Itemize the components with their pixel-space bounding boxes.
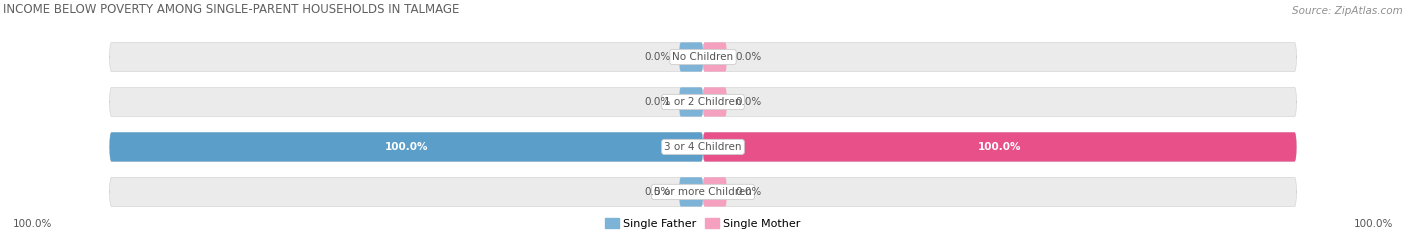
Text: 100.0%: 100.0% bbox=[1354, 219, 1393, 229]
Text: 100.0%: 100.0% bbox=[979, 142, 1021, 152]
Text: 0.0%: 0.0% bbox=[735, 97, 762, 107]
FancyBboxPatch shape bbox=[703, 177, 1296, 206]
Text: 0.0%: 0.0% bbox=[735, 52, 762, 62]
FancyBboxPatch shape bbox=[703, 132, 1296, 161]
FancyBboxPatch shape bbox=[703, 87, 727, 116]
Text: 0.0%: 0.0% bbox=[644, 187, 671, 197]
FancyBboxPatch shape bbox=[703, 177, 727, 206]
Text: 1 or 2 Children: 1 or 2 Children bbox=[664, 97, 742, 107]
FancyBboxPatch shape bbox=[110, 87, 703, 116]
Text: 3 or 4 Children: 3 or 4 Children bbox=[664, 142, 742, 152]
FancyBboxPatch shape bbox=[110, 177, 703, 206]
FancyBboxPatch shape bbox=[679, 42, 703, 72]
Text: 5 or more Children: 5 or more Children bbox=[654, 187, 752, 197]
FancyBboxPatch shape bbox=[679, 87, 703, 116]
Text: 0.0%: 0.0% bbox=[644, 52, 671, 62]
Text: Source: ZipAtlas.com: Source: ZipAtlas.com bbox=[1292, 6, 1403, 16]
Text: 100.0%: 100.0% bbox=[13, 219, 52, 229]
Text: 0.0%: 0.0% bbox=[644, 97, 671, 107]
FancyBboxPatch shape bbox=[110, 132, 703, 161]
FancyBboxPatch shape bbox=[703, 42, 1296, 72]
Text: INCOME BELOW POVERTY AMONG SINGLE-PARENT HOUSEHOLDS IN TALMAGE: INCOME BELOW POVERTY AMONG SINGLE-PARENT… bbox=[3, 3, 460, 16]
FancyBboxPatch shape bbox=[703, 87, 1296, 116]
FancyBboxPatch shape bbox=[679, 177, 703, 206]
FancyBboxPatch shape bbox=[703, 42, 727, 72]
Legend: Single Father, Single Mother: Single Father, Single Mother bbox=[606, 218, 800, 229]
Text: No Children: No Children bbox=[672, 52, 734, 62]
FancyBboxPatch shape bbox=[703, 132, 1296, 161]
Text: 100.0%: 100.0% bbox=[385, 142, 427, 152]
FancyBboxPatch shape bbox=[110, 132, 703, 161]
FancyBboxPatch shape bbox=[110, 42, 703, 72]
Text: 0.0%: 0.0% bbox=[735, 187, 762, 197]
